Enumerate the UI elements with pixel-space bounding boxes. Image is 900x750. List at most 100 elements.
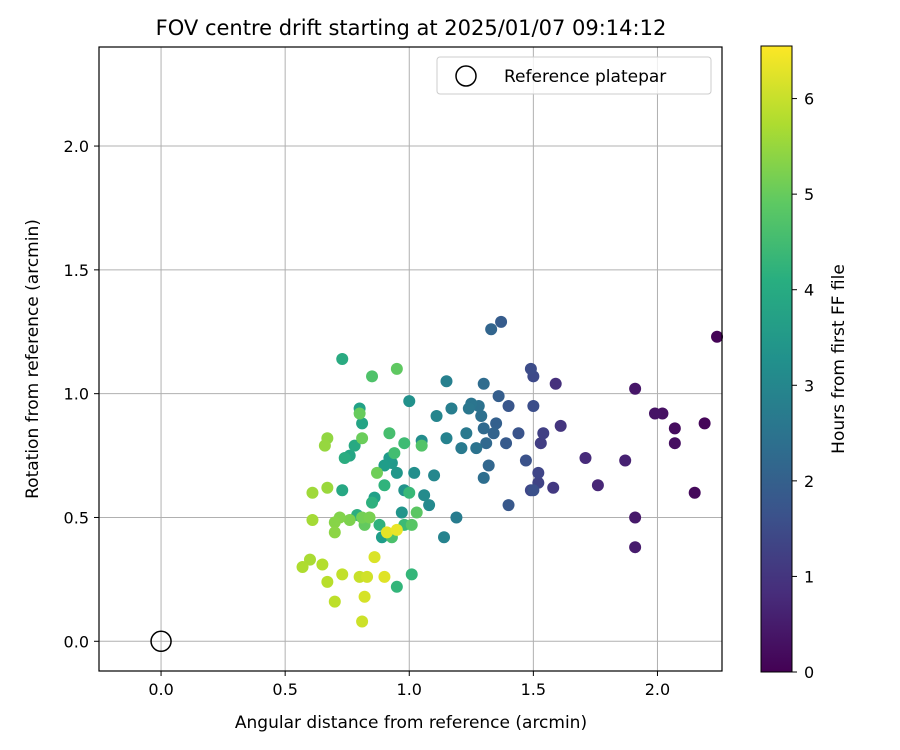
data-point bbox=[480, 437, 493, 450]
data-point bbox=[485, 323, 498, 336]
reference-platepar-marker bbox=[150, 630, 172, 653]
data-point bbox=[537, 427, 550, 440]
data-point bbox=[711, 330, 724, 343]
data-point bbox=[438, 531, 451, 544]
chart-title: FOV centre drift starting at 2025/01/07 … bbox=[156, 16, 667, 40]
data-point bbox=[358, 590, 371, 603]
data-point bbox=[475, 409, 488, 422]
data-point bbox=[502, 499, 515, 512]
colorbar: 0 1 2 3 4 5 6 Hours from first FF file bbox=[760, 45, 849, 682]
colorbar-tick-label: 2 bbox=[804, 472, 814, 491]
data-point bbox=[368, 551, 381, 564]
data-point bbox=[373, 518, 386, 531]
colorbar-tick-label: 6 bbox=[804, 90, 814, 109]
y-tick-label: 1.0 bbox=[64, 385, 89, 404]
data-point bbox=[405, 518, 418, 531]
colorbar-tick-label: 5 bbox=[804, 185, 814, 204]
data-point bbox=[370, 466, 383, 479]
data-point bbox=[415, 439, 428, 452]
colorbar-ticks: 0 1 2 3 4 5 6 bbox=[792, 90, 814, 682]
data-point bbox=[318, 439, 331, 452]
data-point bbox=[378, 479, 391, 492]
data-point bbox=[303, 553, 316, 566]
data-point bbox=[430, 409, 443, 422]
data-point bbox=[492, 390, 505, 403]
data-point bbox=[356, 432, 369, 445]
y-axis-ticks: 0.0 0.5 1.0 1.5 2.0 bbox=[64, 137, 99, 651]
data-point bbox=[361, 570, 374, 583]
x-tick-label: 1.5 bbox=[521, 680, 546, 699]
data-point bbox=[445, 402, 458, 415]
data-point bbox=[321, 481, 334, 494]
data-point bbox=[348, 439, 361, 452]
data-point bbox=[477, 377, 490, 390]
data-point bbox=[321, 575, 334, 588]
data-point bbox=[336, 353, 349, 365]
data-point bbox=[482, 459, 495, 472]
data-point bbox=[383, 427, 396, 440]
colorbar-tick-label: 4 bbox=[804, 281, 814, 300]
y-tick-label: 0.0 bbox=[64, 632, 89, 651]
data-point bbox=[390, 362, 403, 375]
data-point bbox=[388, 447, 401, 460]
data-point bbox=[390, 523, 403, 536]
data-point bbox=[356, 615, 369, 628]
data-point bbox=[403, 486, 416, 499]
data-point bbox=[668, 422, 681, 435]
data-point bbox=[629, 511, 642, 524]
colorbar-label: Hours from first FF file bbox=[829, 264, 849, 454]
legend-reference-marker bbox=[455, 65, 477, 87]
data-point bbox=[353, 407, 366, 420]
y-axis-label: Rotation from reference (arcmin) bbox=[23, 219, 43, 499]
data-point bbox=[440, 375, 453, 388]
data-point bbox=[460, 427, 473, 440]
data-point bbox=[296, 561, 309, 573]
data-point bbox=[363, 511, 376, 524]
data-point bbox=[306, 513, 319, 526]
legend: Reference platepar bbox=[436, 56, 712, 95]
data-point bbox=[366, 370, 379, 383]
data-point bbox=[356, 417, 369, 430]
data-point bbox=[428, 469, 441, 482]
x-tick-label: 2.0 bbox=[645, 680, 670, 699]
x-axis-ticks: 0.0 0.5 1.0 1.5 2.0 bbox=[148, 671, 670, 699]
data-point bbox=[534, 437, 547, 450]
data-point bbox=[403, 395, 416, 408]
data-point bbox=[450, 511, 463, 524]
data-point bbox=[549, 377, 562, 390]
data-point bbox=[629, 541, 642, 554]
data-point bbox=[328, 526, 341, 539]
data-point bbox=[688, 486, 701, 499]
data-point bbox=[591, 479, 604, 492]
x-tick-label: 1.0 bbox=[397, 680, 422, 699]
data-point bbox=[398, 437, 411, 450]
data-point bbox=[512, 427, 525, 440]
y-tick-label: 0.5 bbox=[64, 508, 89, 527]
data-point bbox=[366, 496, 379, 509]
legend-box bbox=[436, 56, 712, 95]
data-point bbox=[619, 454, 632, 467]
data-point bbox=[316, 558, 329, 571]
colorbar-tick-label: 1 bbox=[804, 567, 814, 586]
y-tick-label: 2.0 bbox=[64, 137, 89, 156]
data-point bbox=[423, 499, 436, 512]
data-point bbox=[328, 595, 341, 608]
data-point bbox=[495, 315, 508, 328]
data-point bbox=[410, 506, 423, 519]
data-point bbox=[668, 437, 681, 450]
grid-lines bbox=[99, 47, 722, 671]
data-points bbox=[296, 315, 724, 628]
data-point bbox=[470, 442, 483, 455]
data-point bbox=[336, 568, 349, 581]
data-point bbox=[527, 484, 540, 497]
data-point bbox=[527, 400, 540, 413]
x-tick-label: 0.5 bbox=[272, 680, 297, 699]
data-point bbox=[380, 526, 393, 539]
data-point bbox=[524, 362, 537, 375]
data-point bbox=[519, 454, 532, 467]
data-point bbox=[477, 471, 490, 484]
data-point bbox=[629, 382, 642, 395]
colorbar-tick-label: 0 bbox=[804, 663, 814, 682]
